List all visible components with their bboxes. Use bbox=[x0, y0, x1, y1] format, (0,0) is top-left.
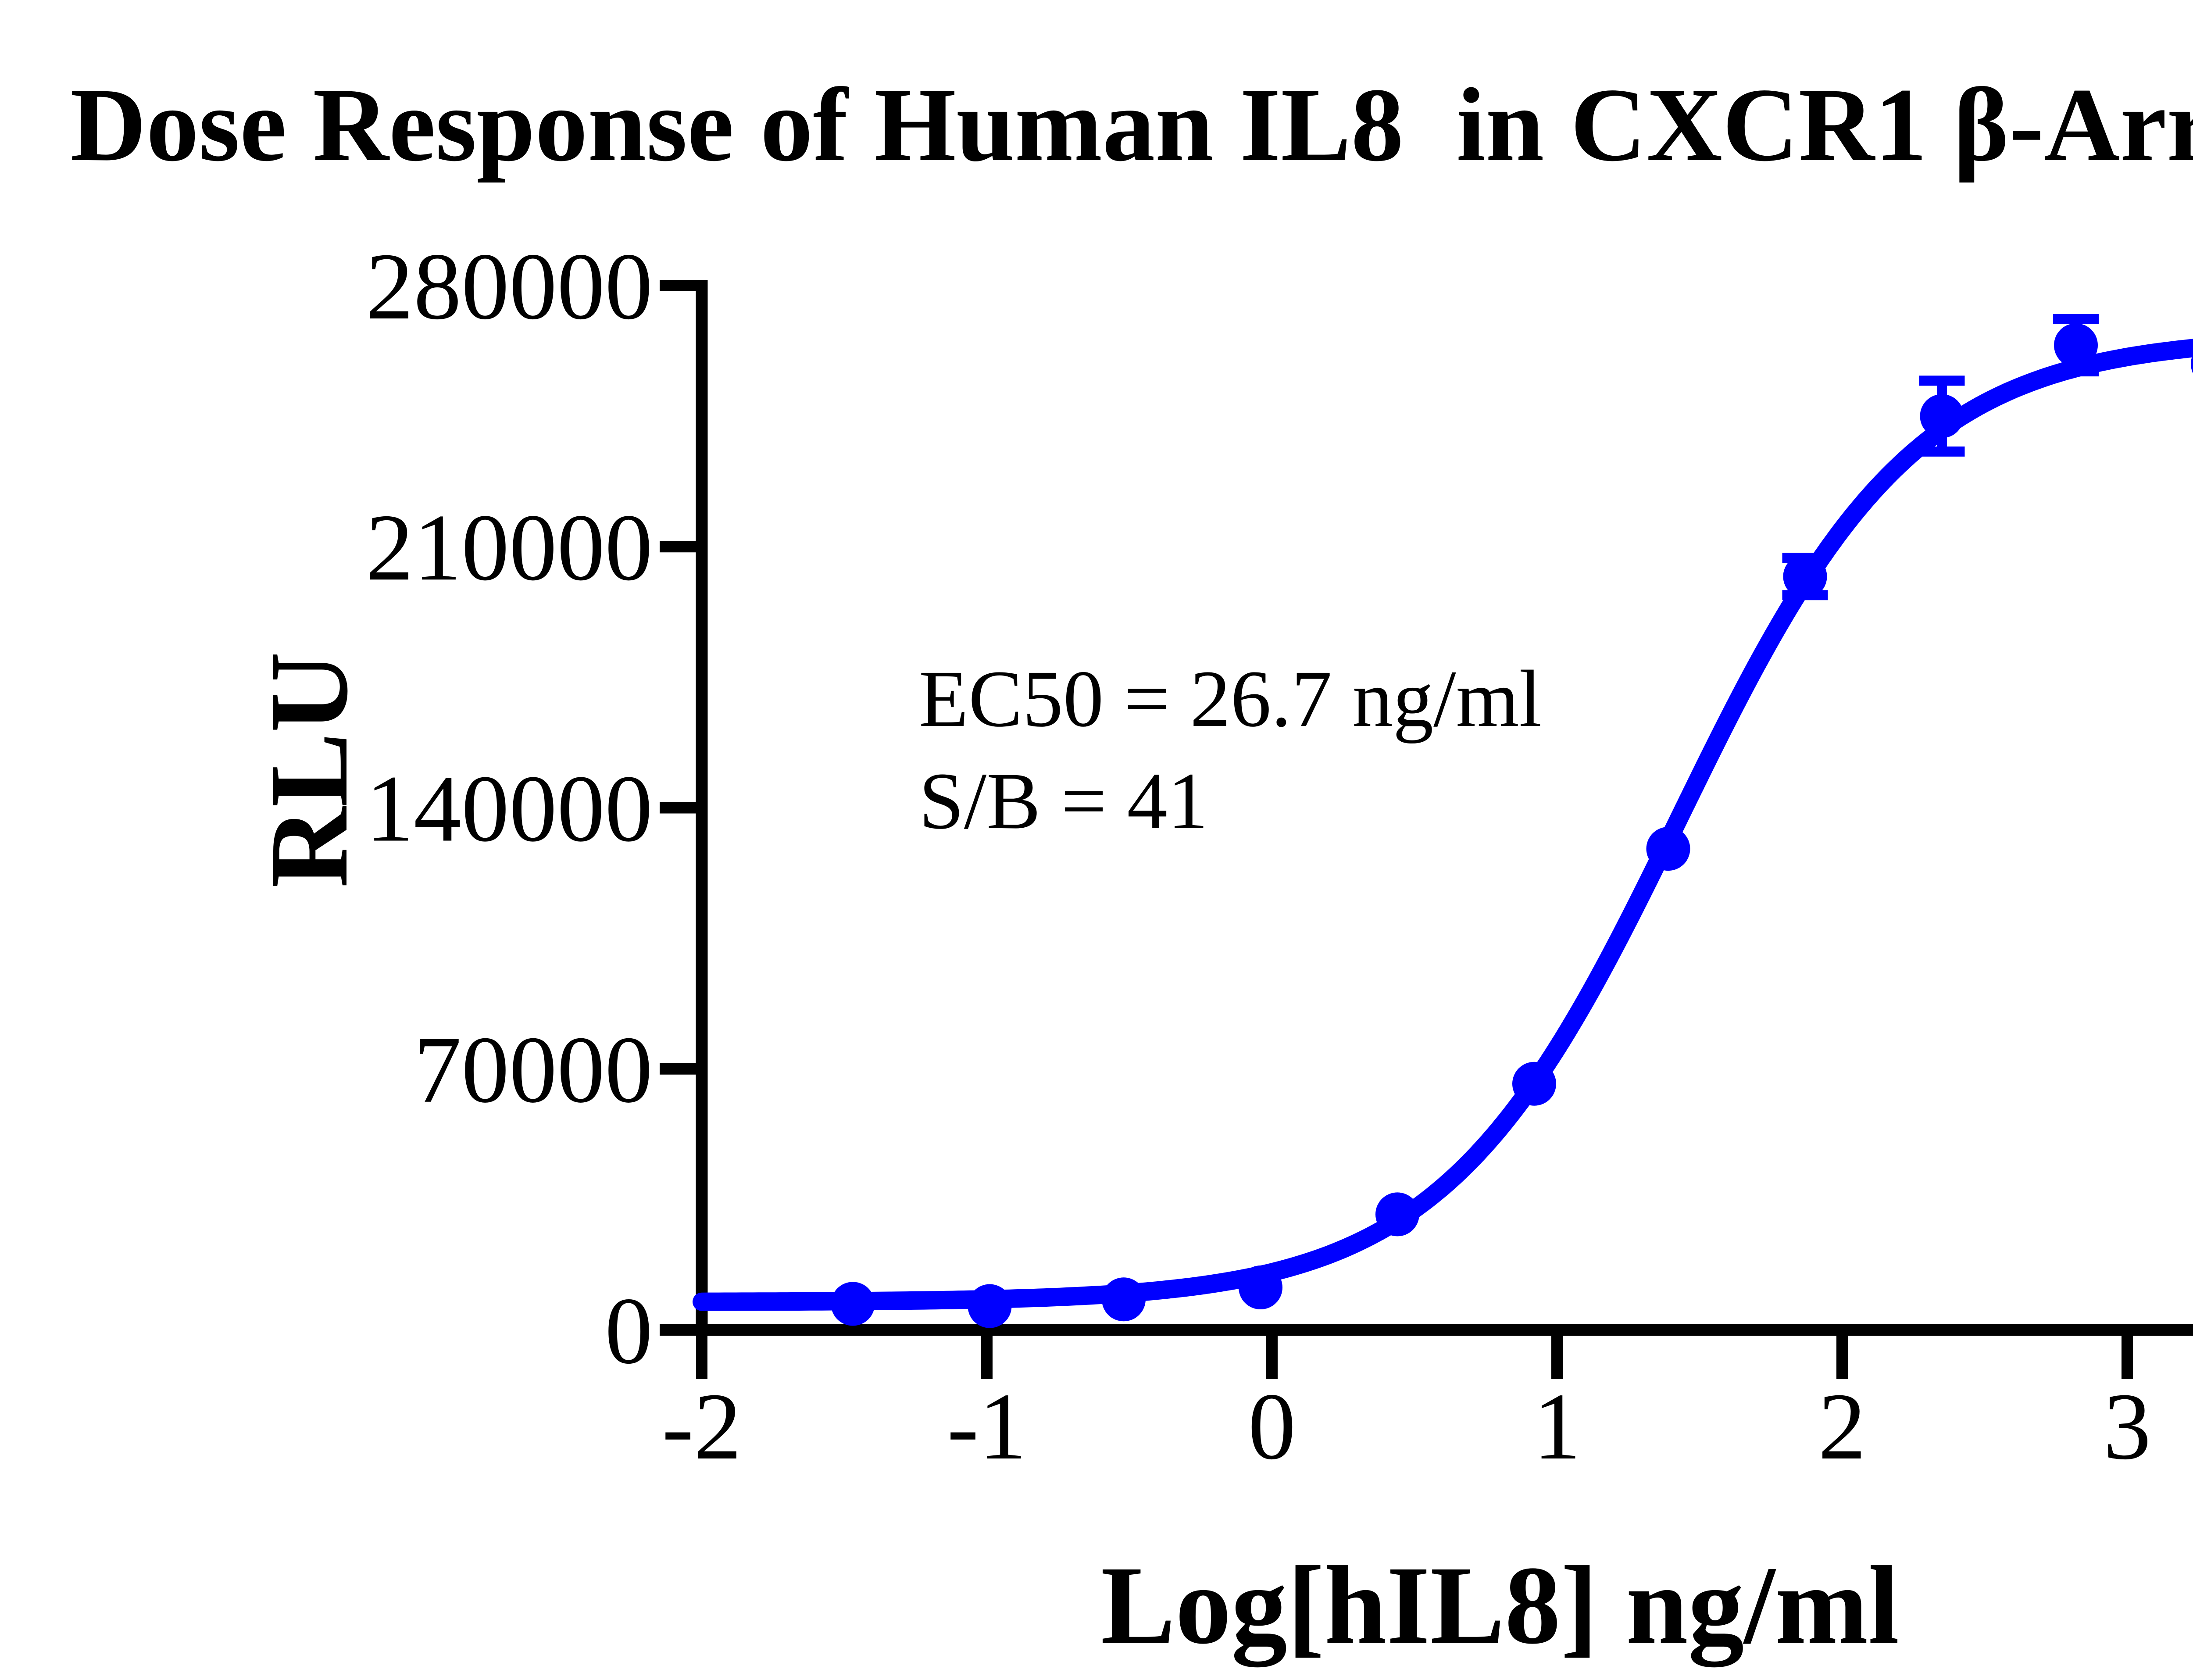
fit-curve-layer bbox=[693, 339, 2193, 1311]
x-tick-label: 1 bbox=[1533, 1374, 1581, 1480]
y-tick-label: 140000 bbox=[366, 756, 653, 862]
y-tick-label: 70000 bbox=[414, 1017, 653, 1123]
data-points-layer bbox=[831, 323, 2193, 1328]
x-tick-label: 3 bbox=[2104, 1374, 2151, 1480]
fit-curve bbox=[693, 339, 2193, 1311]
y-tick-label: 0 bbox=[605, 1278, 653, 1384]
data-point bbox=[968, 1284, 1012, 1328]
x-tick-label: 2 bbox=[1818, 1374, 1866, 1480]
data-point bbox=[1646, 827, 1690, 871]
data-point bbox=[1920, 394, 1964, 438]
data-point bbox=[831, 1282, 875, 1326]
x-axis-title: Log[hIL8] ng/ml bbox=[1101, 1544, 1900, 1667]
x-tick-label: -2 bbox=[662, 1374, 742, 1480]
axes-layer bbox=[660, 280, 2193, 1379]
data-point bbox=[1783, 554, 1827, 599]
x-tick-label: -1 bbox=[947, 1374, 1027, 1480]
annotation-sb: S/B = 41 bbox=[919, 756, 1208, 846]
data-point bbox=[1512, 1062, 1556, 1106]
y-tick-label: 210000 bbox=[366, 495, 653, 601]
data-point bbox=[2054, 323, 2098, 368]
data-point bbox=[1375, 1192, 1419, 1237]
tick-labels-layer: -2 -1 0 1 2 3 0 70000 140000 210000 280000 bbox=[366, 234, 2151, 1480]
y-tick-label: 280000 bbox=[366, 234, 653, 340]
y-axis-title: RLU bbox=[247, 652, 371, 888]
data-point bbox=[1102, 1277, 1146, 1322]
data-point bbox=[2191, 354, 2193, 374]
x-tick-label: 0 bbox=[1248, 1374, 1296, 1480]
annotation-ec50: EC50 = 26.7 ng/ml bbox=[919, 654, 1542, 744]
chart-title: Dose Response of Human IL8 in CXCR1 β-Ar… bbox=[70, 66, 2193, 183]
data-point bbox=[1239, 1265, 1282, 1310]
